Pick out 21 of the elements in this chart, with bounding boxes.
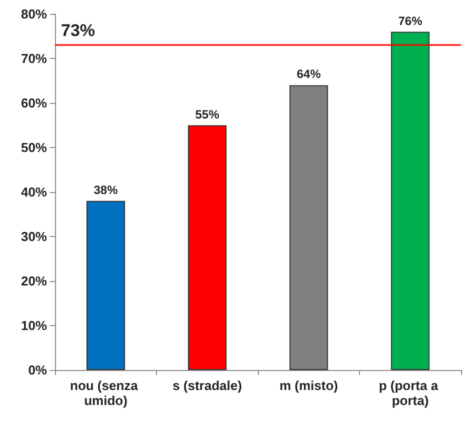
y-tick-label: 0% (28, 362, 48, 378)
y-tick-label: 30% (20, 229, 48, 244)
data-label: 38% (94, 182, 118, 197)
y-tick-label: 10% (20, 318, 48, 333)
y-tick-label: 50% (20, 140, 48, 155)
y-tick-label: 70% (20, 51, 48, 66)
x-tick-label: nou (senza umido) (70, 378, 142, 408)
y-tick-label: 60% (20, 96, 48, 110)
x-tick-label: m (misto) (280, 378, 338, 393)
data-label: 55% (195, 107, 220, 122)
bar (86, 200, 126, 370)
y-tick-label: 20% (20, 274, 48, 288)
bar (390, 32, 430, 370)
y-tick-label: 80% (20, 6, 48, 22)
bar (188, 125, 227, 370)
data-label: 64% (296, 67, 322, 82)
data-label: 76% (398, 14, 423, 28)
x-tick-label: s (stradale) (172, 378, 242, 393)
ref-line-label: 73% (61, 21, 96, 40)
x-tick-label: p (porta a porta) (378, 378, 442, 408)
y-tick-label: 40% (20, 184, 48, 200)
